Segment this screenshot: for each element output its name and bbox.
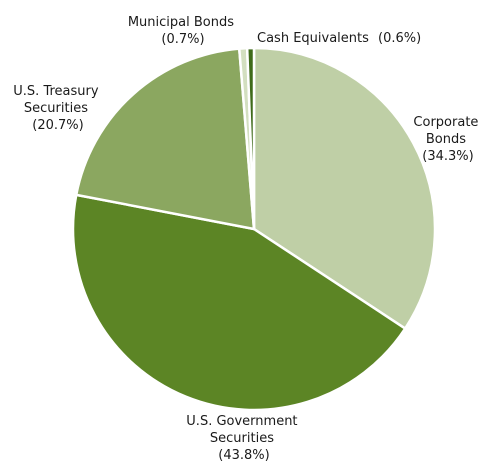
- pie-slice-u-s-government-securities: [71, 193, 407, 412]
- slice-label-corporate-bonds: Corporate Bonds (34.3%): [413, 115, 482, 164]
- pie-slices: [71, 46, 437, 412]
- slice-label-cash-equivalents: Cash Equivalents (0.6%): [257, 31, 421, 46]
- slice-label-municipal-bonds: Municipal Bonds (0.7%): [128, 15, 238, 47]
- slice-label-us-treasury-securities: U.S. Treasury Securities (20.7%): [13, 84, 102, 133]
- pie-slice-cash-equivalents: [245, 46, 256, 231]
- pie-slice-u-s-treasury-securities: [75, 47, 256, 231]
- pie-labels: Corporate Bonds (34.3%) U.S. Government …: [13, 15, 482, 463]
- slice-label-us-government-securities: U.S. Government Securities (43.8%): [186, 414, 301, 463]
